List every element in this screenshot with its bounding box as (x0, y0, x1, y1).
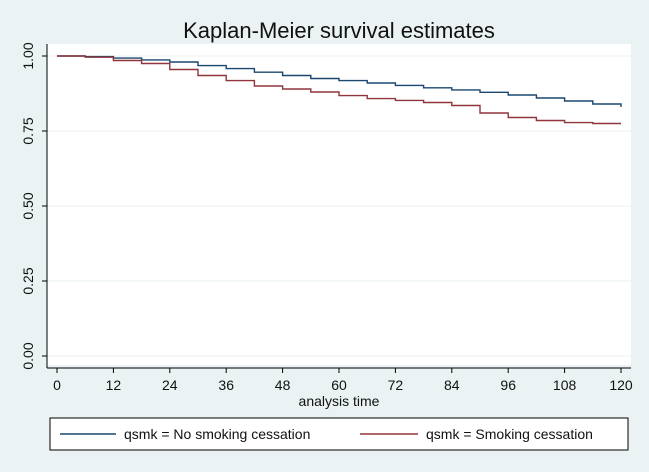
x-tick-label: 12 (106, 377, 122, 393)
y-tick-label: 0.50 (20, 192, 36, 219)
x-tick-label: 60 (331, 377, 347, 393)
y-tick-label: 0.75 (20, 117, 36, 144)
y-tick-label: 0.00 (20, 342, 36, 369)
legend-label-2: qsmk = Smoking cessation (426, 426, 593, 442)
legend-box (49, 417, 629, 451)
x-tick-label: 48 (275, 377, 291, 393)
x-tick-label: 84 (444, 377, 460, 393)
x-tick-label: 108 (553, 377, 577, 393)
x-tick-label: 24 (162, 377, 178, 393)
chart-title: Kaplan-Meier survival estimates (183, 18, 495, 43)
legend-label-1: qsmk = No smoking cessation (124, 426, 310, 442)
x-axis-title: analysis time (299, 393, 380, 409)
x-tick-label: 0 (53, 377, 61, 393)
x-tick-label: 120 (609, 377, 633, 393)
y-tick-label: 1.00 (20, 42, 36, 69)
x-tick-label: 96 (500, 377, 516, 393)
series-line-2 (57, 55, 621, 125)
x-tick-label: 72 (388, 377, 404, 393)
plot-area (47, 44, 631, 365)
x-tick-label: 36 (218, 377, 234, 393)
y-tick-label: 0.25 (20, 267, 36, 294)
